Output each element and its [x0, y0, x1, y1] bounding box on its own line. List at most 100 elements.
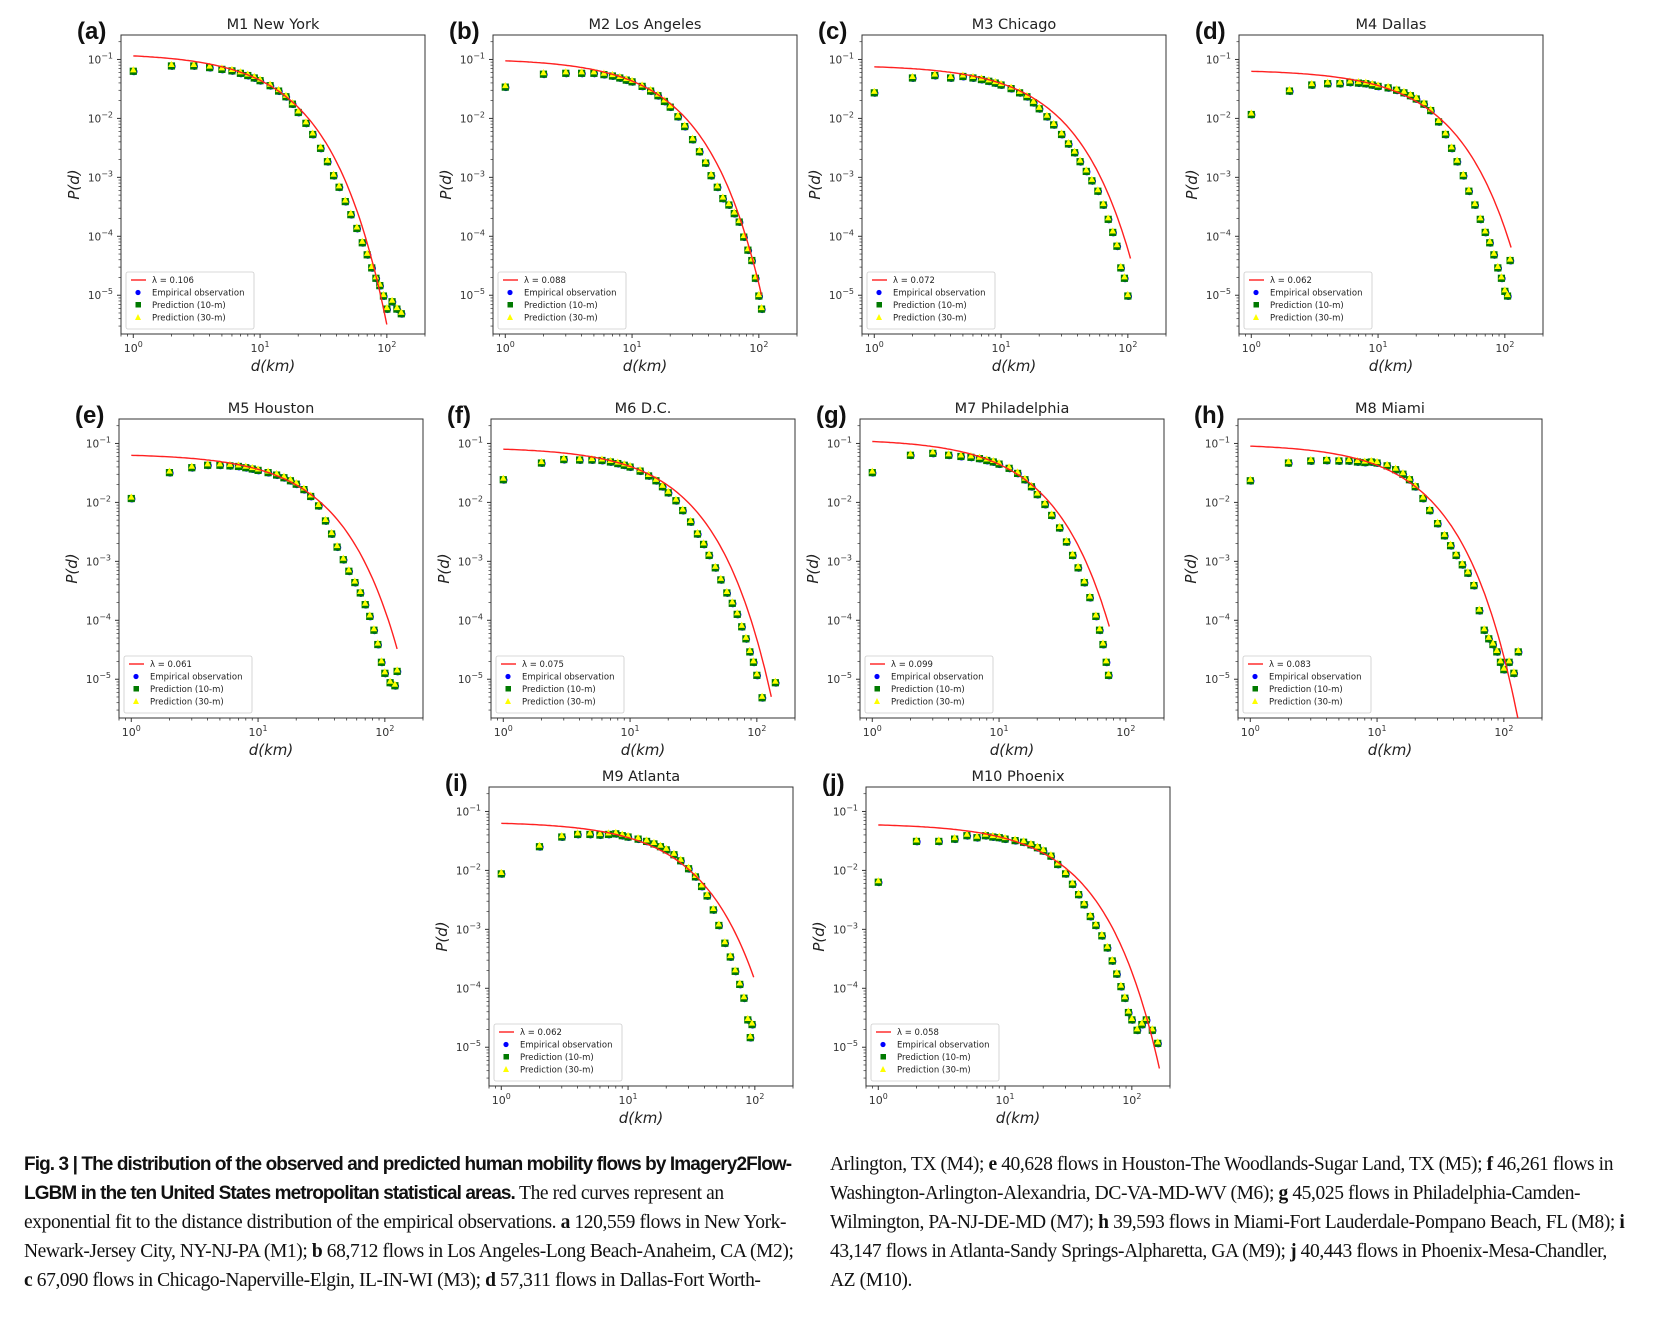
- panel-title: M7 Philadelphia: [955, 401, 1070, 417]
- y-tick-label: 10−5: [827, 671, 852, 686]
- legend-lambda-label: λ = 0.058: [897, 1028, 939, 1038]
- legend: λ = 0.072 Empirical observation Prediction…: [866, 271, 996, 330]
- panel-title: M1 New York: [227, 17, 320, 33]
- legend-pred10-swatch: [507, 302, 513, 308]
- legend-empirical-swatch: [880, 1041, 886, 1048]
- pred30-point: [742, 633, 750, 640]
- caption-letter-a: a: [560, 1212, 571, 1233]
- pred30-point: [721, 938, 729, 945]
- pred30-point: [1497, 657, 1504, 664]
- pred30-point: [356, 587, 364, 595]
- legend-empirical-label: Empirical observation: [150, 673, 242, 683]
- panel-letter: (f): [447, 402, 471, 429]
- pred30-point: [700, 539, 707, 546]
- pred30-point: [1323, 455, 1330, 462]
- pred30-point: [1504, 290, 1511, 298]
- pred30-point: [538, 457, 545, 465]
- pred30-point: [1082, 166, 1090, 173]
- pred30-point: [1501, 286, 1509, 293]
- y-tick-label: 10−2: [86, 494, 111, 509]
- y-tick-label: 10−3: [833, 921, 858, 936]
- legend-pred10-swatch: [1253, 302, 1259, 308]
- pred30-point: [711, 562, 719, 569]
- y-axis-label: P(d): [437, 169, 455, 199]
- figure-3-grid: (a) M1 New York 100 101 102 10−1 10−2 10−3 10−4 1…: [63, 17, 1544, 1127]
- panel-h: (h) M8 Miami 100 101 102 10−1 10−2 10−3 10−4 10−5…: [1182, 401, 1543, 759]
- pred30-point: [670, 849, 678, 856]
- legend-box: [864, 655, 994, 714]
- y-tick-label: 10−5: [460, 287, 485, 302]
- legend-lambda-label: λ = 0.088: [524, 276, 566, 286]
- y-tick-label: 10−2: [456, 862, 481, 877]
- legend-empirical-swatch: [503, 1041, 509, 1048]
- pred30-point: [1399, 469, 1407, 476]
- y-tick-label: 10−4: [456, 980, 481, 995]
- y-tick-label: 10−4: [88, 228, 113, 243]
- pred30-point: [1062, 868, 1069, 875]
- legend-pred30-swatch: [135, 314, 141, 320]
- legend-lambda-label: λ = 0.062: [520, 1028, 562, 1038]
- y-tick-label: 10−1: [86, 435, 111, 450]
- plot-area: [497, 822, 757, 1042]
- pred30-point: [746, 1032, 754, 1039]
- pred30-point: [351, 577, 359, 584]
- pred30-point: [1442, 129, 1449, 136]
- legend-box: [125, 271, 255, 330]
- y-tick-label: 10−2: [833, 862, 858, 877]
- caption-letter-i: i: [1619, 1212, 1625, 1233]
- pred30-point: [282, 91, 290, 98]
- pred30-point: [719, 193, 727, 200]
- legend: λ = 0.106 Empirical observation Prediction…: [125, 271, 255, 330]
- legend-empirical-swatch: [135, 289, 141, 296]
- pred30-point: [1108, 955, 1116, 963]
- x-tick-label: 101: [992, 340, 1011, 355]
- x-tick-label: 102: [377, 340, 396, 355]
- pred30-point: [127, 493, 135, 500]
- legend-pred10-label: Prediction (10-m): [520, 1053, 594, 1063]
- pred30-point: [723, 587, 731, 595]
- y-tick-label: 10−1: [833, 803, 858, 818]
- pred30-point: [216, 460, 224, 467]
- legend-lambda-label: λ = 0.083: [1269, 660, 1311, 670]
- plot-area: [1246, 445, 1523, 718]
- caption-letter-c: c: [24, 1270, 33, 1291]
- figure-caption-left: Fig. 3 | The distribution of the observe…: [24, 1150, 794, 1295]
- x-axis-label: d(km): [249, 741, 294, 759]
- pred30-point: [1246, 475, 1254, 482]
- caption-letter-j: j: [1290, 1241, 1297, 1262]
- legend-box: [493, 1023, 623, 1082]
- panel-a: (a) M1 New York 100 101 102 10−1 10−2 10−3 10−4 1…: [65, 17, 426, 375]
- pred30-point: [324, 156, 331, 163]
- pred30-point: [730, 208, 738, 215]
- pred30-point: [1510, 668, 1518, 675]
- y-tick-label: 10−1: [1206, 51, 1231, 66]
- y-tick-label: 10−2: [827, 494, 852, 509]
- figure-caption-right: Arlington, TX (M4); e 40,628 flows in Ho…: [830, 1150, 1630, 1295]
- caption-letter-d: d: [485, 1270, 496, 1291]
- x-tick-label: 102: [747, 724, 766, 739]
- pred30-point: [674, 111, 682, 118]
- pred30-point: [643, 836, 650, 843]
- fit-curve: [503, 448, 772, 697]
- pred30-point: [1039, 845, 1047, 853]
- x-tick-label: 100: [124, 340, 143, 355]
- pred30-point: [1354, 456, 1361, 464]
- pred30-point: [366, 611, 374, 618]
- pred30-point: [586, 829, 594, 836]
- pred30-point: [1286, 85, 1293, 93]
- pred30-point: [1505, 657, 1513, 664]
- pred30-point: [1113, 241, 1121, 248]
- legend-pred10-swatch: [874, 686, 880, 692]
- panel-letter: (i): [445, 770, 468, 797]
- pred30-point: [1471, 199, 1479, 207]
- y-axis-label: P(d): [65, 169, 83, 199]
- pred30-point: [694, 528, 701, 536]
- x-tick-label: 102: [749, 340, 768, 355]
- legend-pred10-swatch: [505, 686, 511, 692]
- pred30-point: [717, 574, 725, 581]
- pred30-point: [1493, 646, 1501, 653]
- pred30-point: [317, 143, 324, 150]
- pred30-point: [755, 290, 763, 298]
- y-tick-label: 10−2: [460, 110, 485, 125]
- pred30-point: [1324, 78, 1331, 85]
